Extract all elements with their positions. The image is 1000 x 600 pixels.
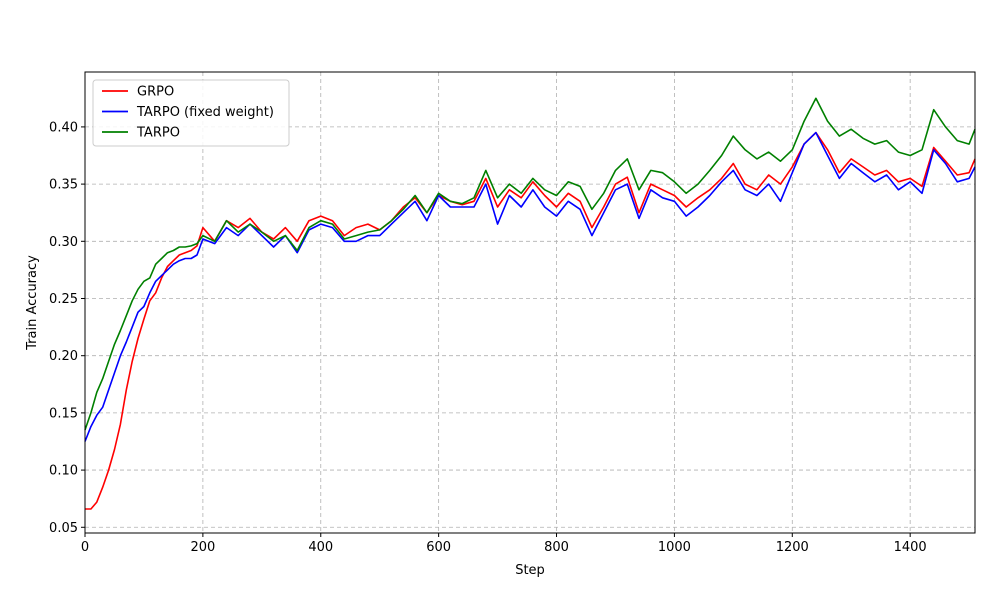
legend: GRPO TARPO (fixed weight) TARPO (92, 79, 290, 147)
x-tick-label: 1400 (894, 540, 927, 555)
x-axis-label: Step (515, 563, 545, 578)
y-axis-ticks: 0.05 0.10 0.15 0.20 0.25 0.30 0.35 0.40 (49, 120, 85, 536)
x-tick-label: 800 (544, 540, 569, 555)
x-tick-label: 0 (81, 540, 89, 555)
x-axis-ticks: 0 200 400 600 800 1000 1200 1400 (81, 533, 927, 555)
series-lines (84, 97, 976, 510)
x-tick-label: 1000 (658, 540, 691, 555)
x-tick-label: 600 (426, 540, 451, 555)
y-tick-label: 0.40 (49, 120, 78, 135)
y-tick-label: 0.15 (49, 406, 78, 421)
y-tick-label: 0.05 (49, 521, 78, 536)
x-tick-label: 1200 (776, 540, 809, 555)
x-tick-label: 200 (190, 540, 215, 555)
y-axis-label: Train Accuracy (25, 255, 40, 351)
series-line-tarpo (84, 97, 976, 431)
y-tick-label: 0.10 (49, 464, 78, 479)
y-tick-label: 0.35 (49, 178, 78, 193)
y-tick-label: 0.20 (49, 349, 78, 364)
legend-label-tarpo: TARPO (136, 126, 180, 141)
plot-frame (84, 71, 976, 534)
y-tick-label: 0.25 (49, 292, 78, 307)
legend-label-grpo: GRPO (137, 85, 174, 100)
grid-lines (84, 72, 975, 533)
legend-label-tarpo-fixed-weight: TARPO (fixed weight) (136, 105, 274, 120)
x-tick-label: 400 (308, 540, 333, 555)
series-line-grpo (85, 131, 976, 510)
legend-box (92, 79, 290, 147)
y-tick-label: 0.30 (49, 235, 78, 250)
series-line-tarpo-fixed-weight (84, 131, 976, 442)
